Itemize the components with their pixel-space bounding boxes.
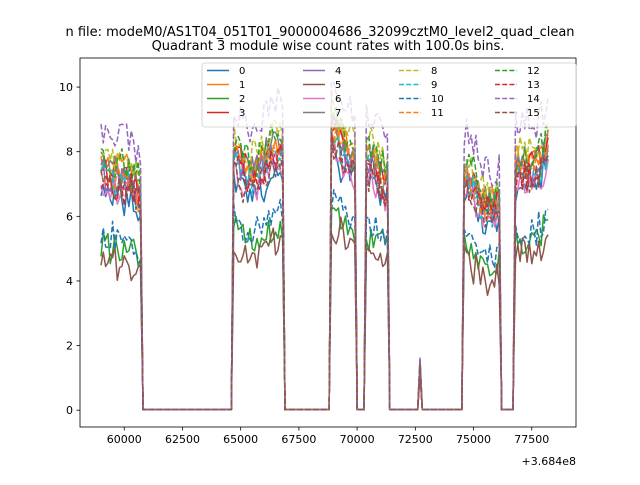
x-tick-label: 62500	[165, 433, 200, 446]
y-tick-label: 8	[66, 146, 73, 159]
legend-label-13: 13	[527, 80, 540, 91]
y-tick-label: 10	[59, 81, 73, 94]
x-offset-label: +3.684e8	[522, 455, 576, 468]
x-tick-label: 72500	[398, 433, 433, 446]
legend-label-14: 14	[527, 94, 540, 105]
y-tick-label: 2	[66, 340, 73, 353]
series-line-15	[100, 131, 549, 411]
x-tick-label: 65000	[223, 433, 258, 446]
legend-label-12: 12	[527, 66, 540, 77]
legend-label-7: 7	[335, 108, 341, 119]
y-tick-label: 6	[66, 210, 73, 223]
legend-label-5: 5	[335, 80, 341, 91]
plot-area: 60000 62500 65000 67500 70000 72500 75000 77500…	[59, 57, 577, 468]
series-group	[100, 80, 549, 411]
axes-frame	[79, 57, 577, 428]
legend-label-0: 0	[239, 66, 245, 77]
x-tick-label: 67500	[281, 433, 316, 446]
legend-label-15: 15	[527, 108, 540, 119]
legend-label-2: 2	[239, 94, 245, 105]
chart-title: Quadrant 3 module wise count rates with …	[152, 39, 505, 54]
legend-label-4: 4	[335, 66, 341, 77]
legend-label-3: 3	[239, 108, 245, 119]
x-tick-label: 70000	[340, 433, 375, 446]
y-tick-label: 0	[66, 404, 73, 417]
legend-label-11: 11	[431, 108, 444, 119]
legend-label-6: 6	[335, 94, 341, 105]
chart-suptitle: n file: modeM0/AS1T04_051T01_9000004686_…	[65, 25, 574, 40]
legend-label-1: 1	[239, 80, 245, 91]
x-tick-label: 77500	[514, 433, 549, 446]
legend-label-9: 9	[431, 80, 437, 91]
legend-label-8: 8	[431, 66, 437, 77]
legend-label-10: 10	[431, 94, 444, 105]
legend-box	[201, 62, 577, 128]
axes: 60000 62500 65000 67500 70000 72500 75000 77500…	[59, 57, 577, 468]
x-tick-label: 60000	[107, 433, 142, 446]
y-tick-label: 4	[66, 275, 73, 288]
x-tick-label: 75000	[456, 433, 491, 446]
